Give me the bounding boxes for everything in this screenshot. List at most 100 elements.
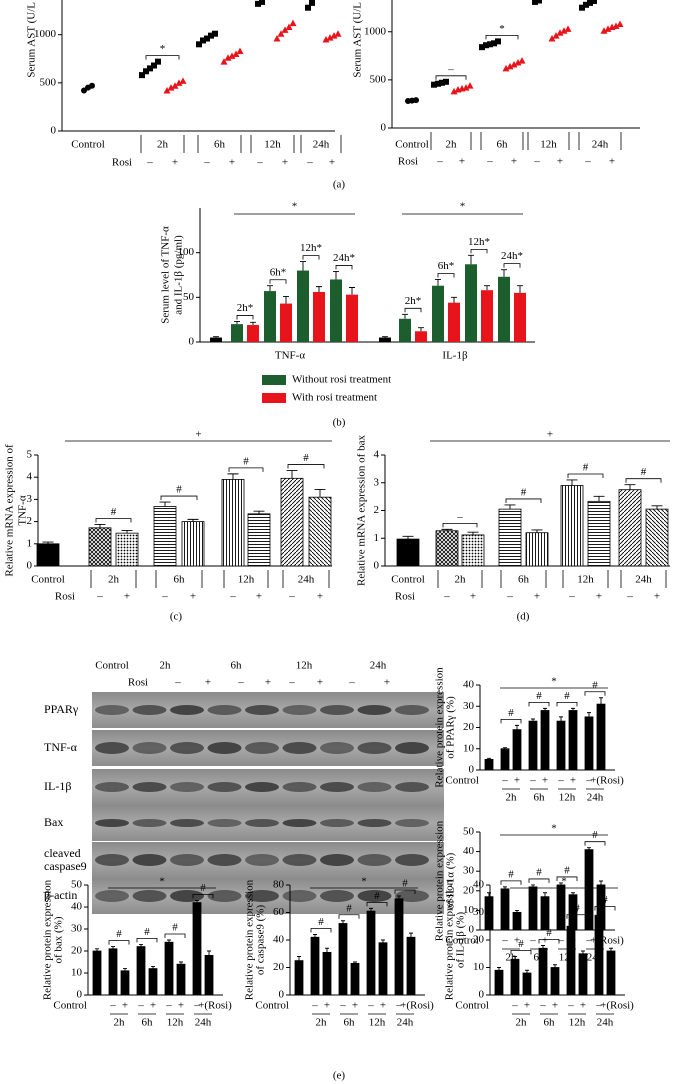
data-point: [462, 84, 470, 91]
y-tick-label: 20: [71, 945, 83, 957]
significance-bracket: [556, 876, 578, 881]
bar: [204, 955, 214, 996]
bar: [350, 962, 360, 996]
significance-bracket: [338, 914, 360, 919]
pair-box: [140, 135, 185, 153]
overall-significance-label: *: [551, 676, 557, 688]
bar: [596, 703, 606, 771]
error-bar: [159, 501, 171, 507]
blot-band: [95, 819, 129, 827]
error-bar: [213, 336, 219, 338]
x-sign-label: –: [529, 935, 536, 947]
significance-bracket: [394, 889, 416, 894]
error-bar: [95, 948, 99, 951]
bar: [500, 748, 510, 771]
error-bar: [517, 285, 523, 293]
blot-header: 12h: [296, 660, 313, 672]
bar: [500, 888, 510, 931]
x-group-label: 2h: [114, 1017, 126, 1029]
x-sign-label: +: [178, 1000, 184, 1012]
bar: [88, 527, 112, 567]
x-group-label: 6h: [534, 792, 546, 804]
x-group-label: Control: [31, 574, 65, 586]
x-sign-label: +(Rosi): [198, 1000, 232, 1012]
error-bar: [587, 847, 591, 850]
data-point: [413, 97, 419, 104]
data-point: [552, 32, 560, 39]
overall-significance-label: +: [547, 429, 553, 441]
error-bar: [566, 479, 578, 486]
bar: [153, 506, 177, 567]
error-bar: [599, 880, 603, 885]
bar: [280, 303, 292, 342]
data-point: [532, 0, 538, 5]
error-bar: [349, 287, 355, 295]
data-point: [502, 64, 510, 72]
x-sign-label: –: [626, 591, 633, 603]
y-axis-label: of IL-1α (%): [445, 852, 457, 909]
x-sign-label: +: [190, 591, 196, 603]
error-bar: [497, 967, 501, 971]
x-group-label: 12h: [577, 574, 594, 586]
blot-row-label: cleaved caspase9: [44, 846, 87, 873]
x-sign-label: +: [122, 1000, 128, 1012]
bar: [210, 337, 222, 342]
y-axis-label: Relative mRNA expression of bax: [356, 435, 368, 586]
bar: [115, 532, 139, 567]
bar: [514, 292, 526, 342]
error-bar: [484, 285, 490, 291]
pair-box: [197, 135, 242, 153]
significance-label: *: [160, 43, 166, 55]
x-group-label: 6h: [518, 574, 530, 586]
data-point: [450, 87, 458, 95]
bar: [192, 902, 202, 996]
significance-bracket: [164, 933, 186, 938]
data-point: [583, 1, 589, 8]
significance-bracket: [485, 34, 519, 40]
blot-band: [245, 819, 279, 827]
blot-row-label: Bax: [44, 815, 64, 829]
y-tick-label: 0: [479, 989, 485, 1001]
x-sign-label: –: [501, 775, 508, 787]
blot-band: [357, 854, 392, 866]
x-sign-label: +: [172, 157, 178, 169]
error-bar: [300, 261, 306, 271]
bar: [181, 521, 205, 567]
blot-band: [245, 854, 279, 866]
bar: [164, 941, 174, 996]
bar: [415, 331, 427, 342]
x-sign-label: +: [124, 591, 130, 603]
significance-bracket: [500, 880, 522, 885]
x-group-label: Control: [71, 139, 105, 151]
x-sign-label: –: [511, 1000, 518, 1012]
data-point: [495, 38, 501, 45]
y-tick-label: 80: [273, 879, 285, 891]
bar: [399, 318, 411, 342]
error-bar: [513, 956, 517, 960]
error-bar: [597, 912, 601, 916]
significance-label: #: [172, 922, 178, 934]
blot-band: [95, 854, 129, 866]
x-group-label: 2h: [316, 1017, 328, 1029]
bar: [484, 758, 494, 771]
bar: [584, 716, 594, 771]
data-point: [326, 34, 334, 41]
significance-bracket: [302, 255, 320, 260]
error-bar: [651, 505, 663, 510]
error-bar: [525, 969, 529, 973]
significance-bracket: [335, 265, 353, 270]
bar: [606, 950, 616, 996]
error-bar: [207, 950, 211, 956]
blot-band: [207, 854, 242, 866]
x-sign-label: –: [557, 935, 564, 947]
error-bar: [559, 882, 563, 885]
blot-band: [282, 782, 317, 792]
error-bar: [599, 697, 603, 705]
x-group-label: 6h: [544, 1017, 556, 1029]
significance-bracket: [510, 950, 532, 955]
bar: [550, 967, 560, 996]
x-sign-label: –: [146, 157, 153, 169]
x-group-label: 12h: [559, 792, 576, 804]
x-sign-label: +: [229, 157, 235, 169]
bar: [313, 291, 325, 342]
